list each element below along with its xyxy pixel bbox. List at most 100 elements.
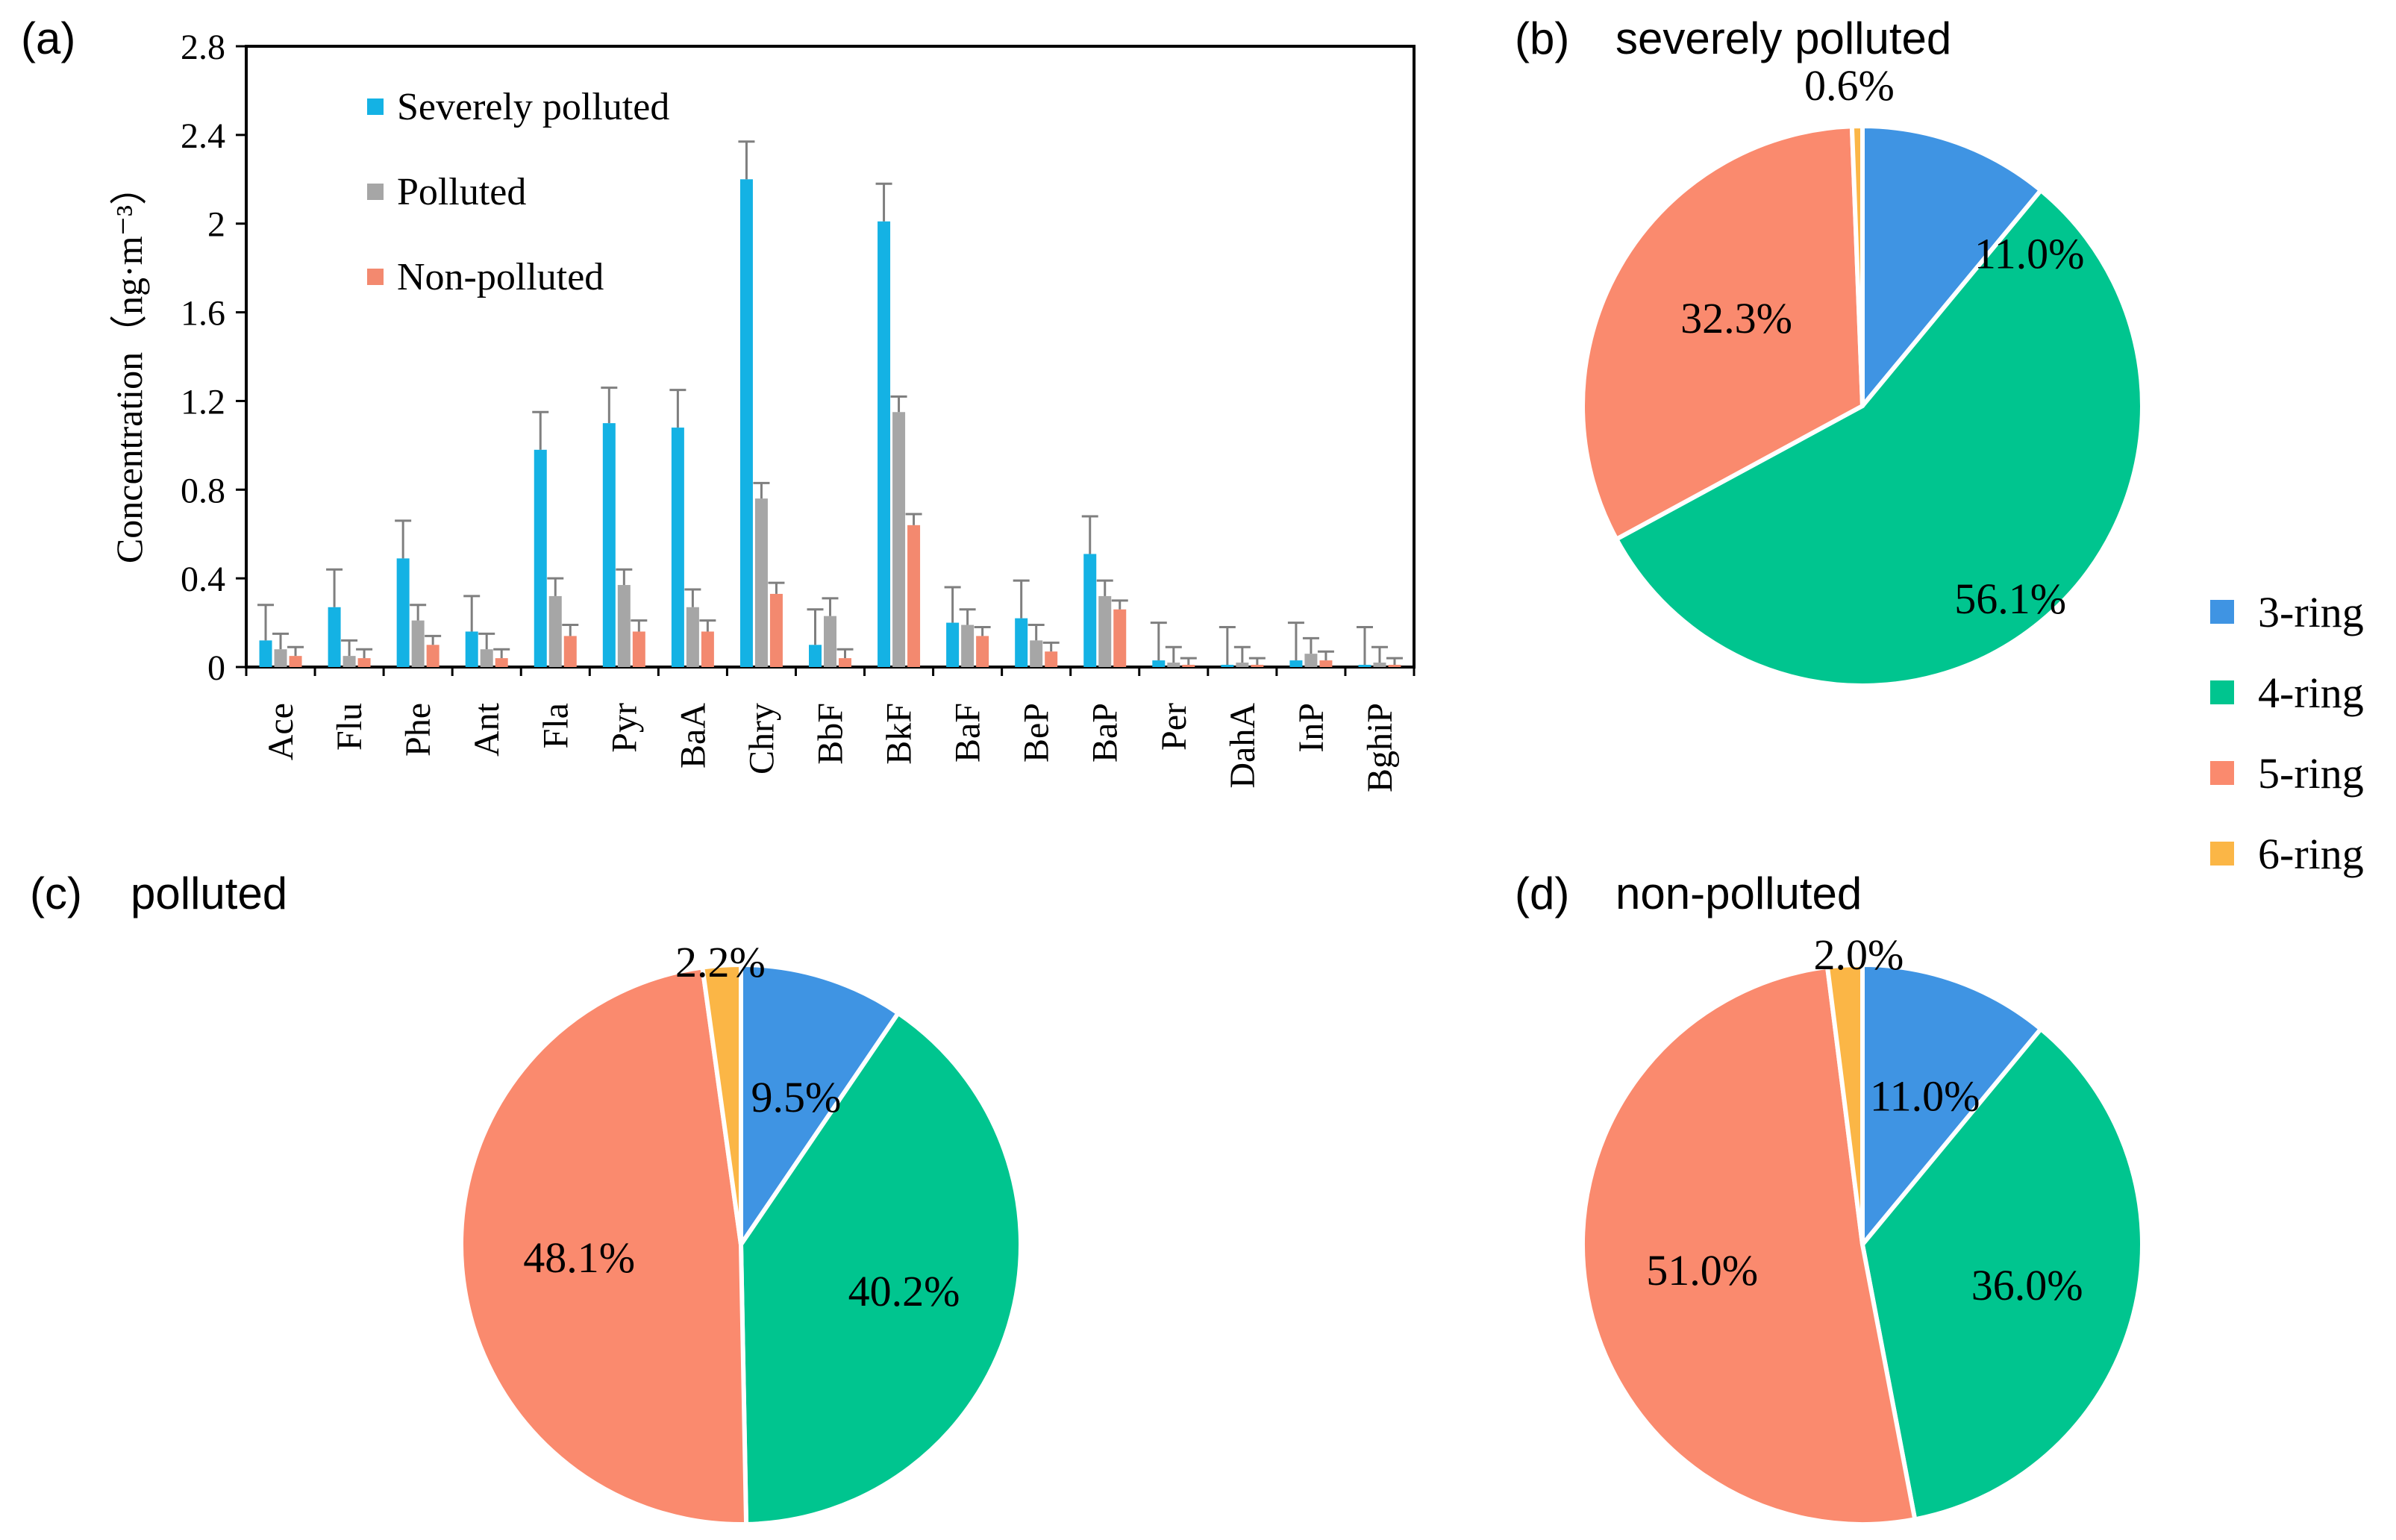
panel-label-c: (c) xyxy=(30,868,82,918)
bar-nonpolluted-Pyr xyxy=(632,631,645,667)
y-tick-label: 2.4 xyxy=(181,116,225,156)
y-tick-label: 1.6 xyxy=(181,294,225,334)
legend-label-severely: Severely polluted xyxy=(397,86,669,128)
x-tick-label: BaF xyxy=(948,703,988,763)
pie-legend-swatch-5-ring xyxy=(2210,761,2234,785)
bar-nonpolluted-BghiP xyxy=(1388,665,1401,667)
bar-nonpolluted-Ant xyxy=(495,658,508,667)
pie-slice-5-ring xyxy=(1580,124,1865,542)
pie-label-4-ring: 56.1% xyxy=(1954,575,2066,623)
bar-nonpolluted-BaA xyxy=(701,631,714,667)
bar-polluted-BeP xyxy=(1030,640,1043,667)
pie-slice-3-ring xyxy=(1860,124,2044,408)
bar-series xyxy=(257,140,1403,668)
bar-polluted-BbF xyxy=(824,616,836,667)
pie-label-3-ring: 11.0% xyxy=(1974,229,2085,278)
y-tick-label: 2 xyxy=(207,205,225,245)
pie-legend-label-6-ring: 6-ring xyxy=(2258,830,2364,878)
x-tick-label: BbF xyxy=(811,703,851,765)
pie-d-slices: 11.0% 36.0% 51.0% 2.0% xyxy=(1580,930,2145,1527)
x-axis-ticks: Ace Flu Phe Ant Fla Pyr BaA Chry BbF BkF BaF BeP BaP… xyxy=(245,667,1416,792)
bar-nonpolluted-BbF xyxy=(839,658,851,667)
x-tick-label: DahA xyxy=(1223,703,1263,789)
pie-legend-swatch-4-ring xyxy=(2210,680,2234,704)
pie-chart-polluted: (c) polluted 9.5% 40.2% 48.1% 2.2% xyxy=(30,868,1023,1527)
bar-severely-Chry xyxy=(739,179,753,668)
bar-nonpolluted-BeP xyxy=(1045,651,1058,667)
pie-legend-label-3-ring: 3-ring xyxy=(2258,588,2364,636)
pie-label-5-ring: 32.3% xyxy=(1680,294,1792,342)
bar-severely-Ant xyxy=(465,631,478,667)
bar-nonpolluted-Phe xyxy=(426,645,440,667)
y-tick-label: 2.8 xyxy=(181,28,225,67)
panel-label-d: (d) xyxy=(1515,868,1569,918)
x-tick-label: BghiP xyxy=(1360,703,1400,792)
bar-severely-BkF xyxy=(878,221,891,667)
bar-severely-Fla xyxy=(534,449,547,667)
bar-severely-BghiP xyxy=(1358,665,1371,667)
bar-severely-BaA xyxy=(671,428,684,667)
x-tick-label: Pyr xyxy=(604,703,644,753)
y-tick-label: 1.2 xyxy=(181,382,225,422)
x-tick-label: BkF xyxy=(880,703,919,765)
legend-swatch-polluted xyxy=(367,184,384,200)
pie-label-4-ring: 36.0% xyxy=(1971,1261,2083,1309)
bar-nonpolluted-InP xyxy=(1319,660,1333,667)
bar-severely-Per xyxy=(1152,660,1166,667)
legend-label-polluted: Polluted xyxy=(397,171,526,213)
pie-legend-label-4-ring: 4-ring xyxy=(2258,669,2364,717)
pie-c-slices: 9.5% 40.2% 48.1% 2.2% xyxy=(459,938,1023,1527)
bar-legend: Severely polluted Polluted Non-polluted xyxy=(367,86,669,298)
pie-slice-4-ring xyxy=(739,1010,1023,1527)
pie-label-4-ring: 40.2% xyxy=(848,1267,960,1315)
bar-nonpolluted-Ace xyxy=(289,656,302,667)
bar-severely-BaP xyxy=(1083,554,1097,667)
x-tick-label: BaA xyxy=(673,703,713,769)
pie-chart-non-polluted: (d) non-polluted 11.0% 36.0% 51.0% 2.0% xyxy=(1515,868,2145,1527)
pie-slice-6-ring xyxy=(1825,962,1865,1247)
pie-label-6-ring: 2.0% xyxy=(1813,930,1904,979)
pie-label-5-ring: 48.1% xyxy=(523,1233,635,1282)
pie-label-6-ring: 2.2% xyxy=(675,938,766,986)
pie-legend-swatch-3-ring xyxy=(2210,600,2234,624)
x-tick-label: InP xyxy=(1292,703,1331,753)
pie-slice-6-ring xyxy=(700,962,743,1247)
plot-frame xyxy=(245,45,1416,669)
x-tick-label: Chry xyxy=(742,703,781,774)
bar-polluted-InP xyxy=(1304,654,1318,667)
bar-polluted-BaF xyxy=(961,625,975,667)
x-tick-label: Per xyxy=(1154,703,1194,751)
bar-severely-BeP xyxy=(1015,618,1028,667)
bar-polluted-Fla xyxy=(548,595,562,667)
bar-polluted-BghiP xyxy=(1373,663,1386,667)
bar-chart-panel: (a) Concentration（ng·m⁻³） 0 0.4 0.8 1.2 1.6 2… xyxy=(21,13,1416,792)
pie-slice-6-ring xyxy=(1849,123,1865,408)
bar-nonpolluted-Fla xyxy=(563,636,577,667)
x-tick-label: Fla xyxy=(536,703,575,748)
pie-chart-severely-polluted: (b) severely polluted 11.0% 56.1% 32.3% 0.6… xyxy=(1515,13,2145,689)
bar-severely-Phe xyxy=(396,558,410,667)
panel-label-a: (a) xyxy=(21,13,75,63)
bar-nonpolluted-Flu xyxy=(357,658,371,667)
pie-slice-4-ring xyxy=(1860,1027,2145,1522)
pie-label-3-ring: 9.5% xyxy=(751,1073,842,1121)
bar-polluted-Chry xyxy=(754,498,768,667)
panel-label-b: (b) xyxy=(1515,13,1569,63)
pie-slice-3-ring xyxy=(1860,962,2044,1247)
bar-severely-InP xyxy=(1289,660,1303,667)
bar-nonpolluted-DahA xyxy=(1251,665,1264,667)
bar-polluted-Per xyxy=(1167,663,1180,667)
pie-slice-5-ring xyxy=(1580,964,1918,1527)
pie-title-b: severely polluted xyxy=(1615,13,1951,63)
pie-b-slices: 11.0% 56.1% 32.3% 0.6% xyxy=(1580,61,2145,689)
bar-polluted-BaP xyxy=(1098,595,1112,667)
bar-polluted-Pyr xyxy=(617,585,631,667)
pie-title-c: polluted xyxy=(131,868,287,918)
x-tick-label: Flu xyxy=(330,703,369,751)
y-tick-label: 0.4 xyxy=(181,560,225,599)
y-tick-label: 0.8 xyxy=(181,471,225,510)
bar-nonpolluted-BkF xyxy=(907,525,921,667)
pie-slice-3-ring xyxy=(739,962,901,1247)
pie-legend-swatch-6-ring xyxy=(2210,842,2234,866)
